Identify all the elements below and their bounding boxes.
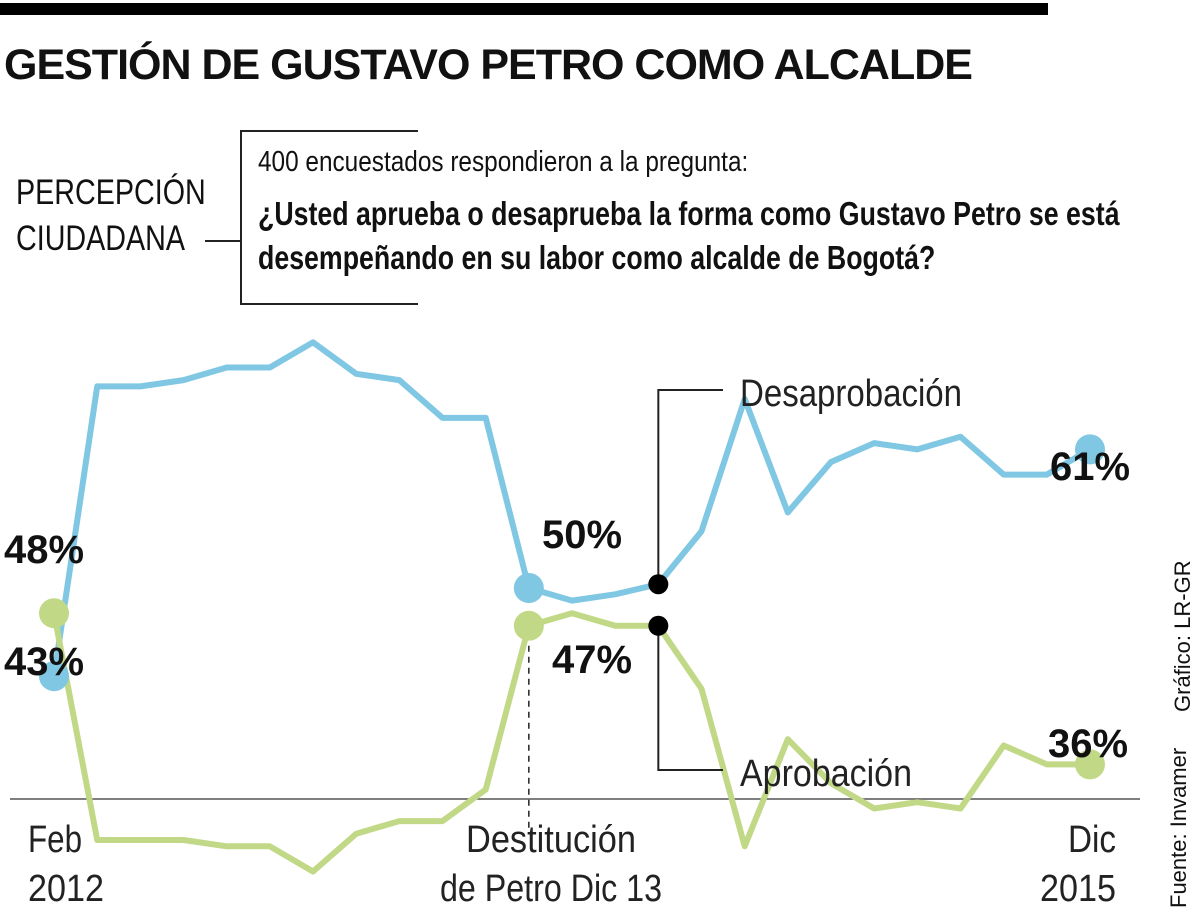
annotation-label-1: Desaprobación bbox=[740, 373, 962, 415]
series-1-point-11 bbox=[513, 573, 544, 603]
series-line-2 bbox=[51, 610, 1093, 875]
perception-line-1: PERCEPCIÓN bbox=[16, 173, 206, 212]
series-1-point-24 bbox=[1075, 434, 1105, 465]
series-line-1 bbox=[51, 339, 1093, 680]
data-label-series-1-11: 50% bbox=[542, 513, 622, 557]
series-1-point-0 bbox=[39, 661, 69, 692]
x-tick-label-1-line-1: Feb bbox=[28, 819, 82, 861]
x-tick-label-2-line-2: de Petro Dic 13 bbox=[440, 868, 662, 910]
question-text: ¿Usted aprueba o desaprueba la forma com… bbox=[258, 192, 1165, 280]
x-tick-label-3-line-1: Dic bbox=[1068, 819, 1116, 861]
question-bracket bbox=[240, 130, 418, 305]
annotation-label-2: Aprobación bbox=[740, 753, 912, 795]
annotation-dot-2 bbox=[648, 615, 669, 636]
x-tick-label-1-line-2: 2012 bbox=[28, 868, 104, 910]
perception-label: PERCEPCIÓN CIUDADANA bbox=[16, 170, 206, 262]
question-line-1: ¿Usted aprueba o desaprueba la forma com… bbox=[258, 195, 1120, 232]
bracket-connector bbox=[205, 240, 240, 242]
data-label-series-2-24: 36% bbox=[1048, 722, 1128, 766]
series-2-point-0 bbox=[39, 598, 69, 629]
question-line-2: desempeñando en su labor como alcalde de… bbox=[258, 239, 936, 276]
data-label-series-2-11: 47% bbox=[552, 638, 632, 682]
annotation-leader-1 bbox=[657, 389, 723, 585]
chart-title: GESTIÓN DE GUSTAVO PETRO COMO ALCALDE bbox=[4, 41, 973, 89]
x-tick-label-2-line-1: Destitución bbox=[466, 819, 636, 861]
annotation-leader-2 bbox=[657, 625, 723, 771]
data-label-series-2-0: 48% bbox=[4, 528, 84, 572]
x-tick-label-3-line-2: 2015 bbox=[1040, 868, 1116, 910]
data-label-series-1-0: 43% bbox=[4, 640, 84, 684]
perception-line-2: CIUDADANA bbox=[16, 219, 186, 258]
question-intro: 400 encuestados respondieron a la pregun… bbox=[258, 146, 749, 178]
data-label-series-1-24: 61% bbox=[1050, 445, 1130, 489]
top-rule bbox=[0, 3, 1048, 15]
annotation-dot-1 bbox=[648, 574, 669, 595]
series-2-point-24 bbox=[1075, 749, 1105, 780]
series-2-point-11 bbox=[513, 610, 544, 641]
